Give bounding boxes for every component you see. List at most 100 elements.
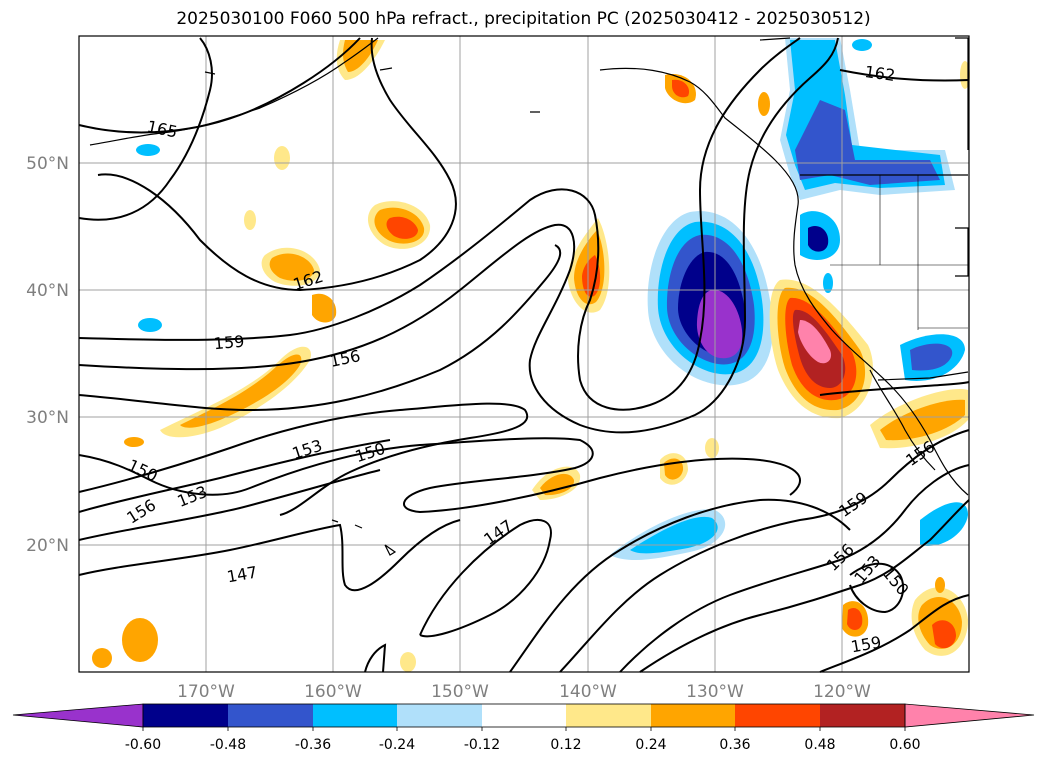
neg-blob-central-l4 [696,289,743,359]
contour-165 [78,37,361,134]
colorbar-segment [735,704,820,727]
contour-147-right [419,519,552,638]
colorbar-tick-label: 0.36 [719,737,750,753]
contour-156 [78,37,839,434]
hawaii-islands [331,519,397,556]
contour-153-south [78,469,381,541]
colorbar-outline [142,703,906,728]
pos-spot-2 [758,92,770,116]
coastline-baja [869,369,936,471]
pos-blob-nw-top-l1 [343,40,378,72]
pos-blob-322 [312,293,337,323]
border-states [830,175,968,330]
y-axis-ticks: 20°N 30°N 40°N 50°N [26,154,69,556]
colorbar-tick-label: -0.36 [295,737,331,753]
pos-spot-3 [122,618,158,662]
coastline-bc-right [759,37,969,277]
colorbar-tick-label: 0.12 [550,737,581,753]
x-tick-label: 120°W [813,682,871,702]
contour-159 [78,37,801,411]
pos-blob-162-l1 [269,253,314,281]
x-tick-label: 130°W [686,682,744,702]
colorbar-segment [397,704,482,727]
pos-band-sw-l1 [180,354,302,428]
coastline-alaska-gulf [599,67,799,206]
colorbar-segment [566,704,651,727]
contour-153-upper [78,244,562,412]
contour-150-se [639,499,970,673]
pos-spot-1 [274,146,290,170]
contour-159-se [819,594,970,673]
colorbar-tick-label: 0.60 [889,737,920,753]
pos-blob-alaska-l1 [672,79,690,98]
colorbar-segment [820,704,905,727]
pos-blob-860-l1 [847,607,863,630]
pos-spot-10 [935,577,945,593]
border-us-mexico [877,371,969,381]
contour-156-south [559,429,970,673]
pos-spot-8 [124,437,144,447]
pos-blob-se-l2 [932,620,956,649]
contour-156-sw [78,439,391,513]
contour-label: 159 [213,332,245,354]
colorbar-tick-label: 0.48 [804,737,835,753]
map-frame [78,35,970,673]
neg-blob-wa-core [808,225,829,252]
y-tick-label: 50°N [26,154,69,174]
colorbar-segment [143,704,228,727]
neg-spot-2 [138,318,162,332]
y-tick-label: 30°N [26,408,69,428]
canada-right-edge [955,37,969,150]
aleutians [204,67,540,113]
coastline-alaska [89,37,379,146]
colorbar: -0.60 -0.48 -0.36 -0.24 -0.12 0.12 0.24 … [12,703,1035,753]
contour-153 [78,402,528,516]
x-axis-ticks: 170°W 160°W 150°W 140°W 130°W 120°W [177,682,871,702]
pos-blob-140w-25n-l1 [540,473,575,496]
y-tick-label: 20°N [26,536,69,556]
contours [78,37,970,673]
x-tick-label: 160°W [304,682,362,702]
colorbar-extend-high [904,703,1035,728]
neg-blob-baja-core [910,343,953,371]
pos-blob-155w-l2 [386,216,418,239]
y-tick-label: 40°N [26,281,69,301]
colorbar-segment [228,704,313,727]
neg-blob-ne-l2 [795,100,940,185]
pos-blob-ca-l4 [798,320,832,364]
contour-162-left [97,37,457,292]
pos-spot-5 [705,438,719,458]
contour-159-upper-east [819,381,970,396]
colorbar-tick-label: -0.24 [379,737,415,753]
colorbar-tick-label: -0.48 [210,737,246,753]
pos-blob-baja-s-l1 [880,399,965,441]
neg-spot-1 [136,144,160,156]
contour-147-left [78,519,461,592]
contour-se-loop [849,562,905,614]
contour-150-south [78,437,801,514]
contour-label: 162 [863,62,896,85]
contour-153-se [619,464,970,673]
contour-162-east [839,69,970,82]
colorbar-segment [313,704,397,727]
contour-162-north [78,37,213,221]
contour-147-bottom [364,643,387,673]
pos-blob-141w-l2 [582,255,601,297]
neg-blob-south-l1 [630,516,718,554]
colorbar-extend-low [12,703,144,728]
pos-spot-6 [400,652,416,672]
x-tick-label: 170°W [177,682,235,702]
pos-spot-4 [92,648,112,668]
colorbar-segment [651,704,735,727]
chart-title: 2025030100 F060 500 hPa refract., precip… [176,9,871,29]
colorbar-tick-label: -0.12 [464,737,500,753]
x-tick-label: 140°W [559,682,617,702]
colorbar-segment [482,704,566,727]
neg-spot-4 [852,39,872,51]
pos-spot-9 [244,210,256,230]
x-tick-label: 150°W [431,682,489,702]
colorbar-tick-label: -0.60 [125,737,161,753]
contour-159-south [509,498,851,673]
neg-spot-3 [823,273,833,293]
